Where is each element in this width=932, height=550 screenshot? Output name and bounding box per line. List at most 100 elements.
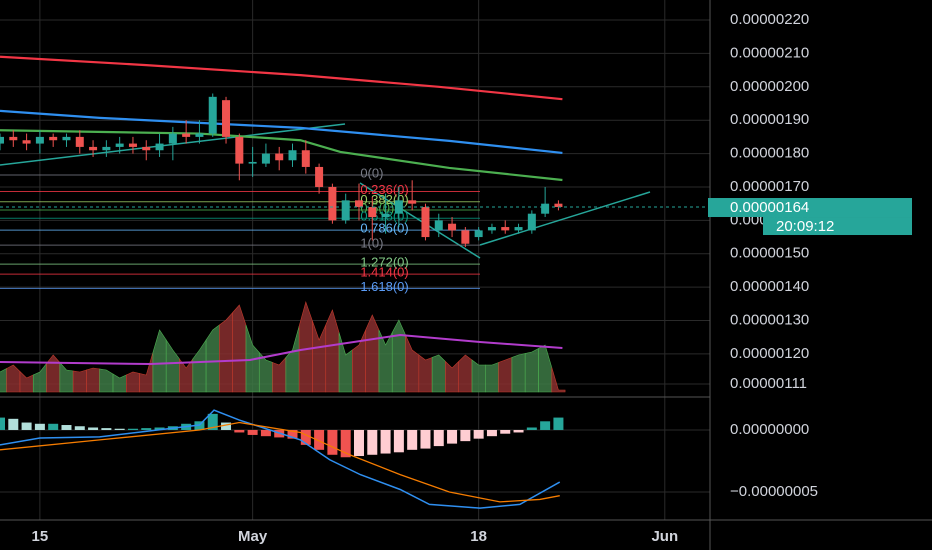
volume-area [19,370,34,393]
candle-body [434,220,443,231]
macd-bar [314,429,325,450]
macd-bar [353,429,364,457]
volume-area [192,339,207,393]
y-tick-label: 0.00000140 [730,278,809,295]
macd-bar [513,429,524,433]
volume-area [338,332,353,393]
macd-bar [447,429,458,444]
line-series [0,129,563,182]
candle-body [381,213,390,218]
line-series [0,409,561,509]
candle-body [354,200,363,208]
countdown-label: 20:09:12 [776,218,834,235]
candle-body [75,136,84,147]
candle-body [368,207,377,218]
volume-area [152,329,167,393]
macd-bar [88,427,99,430]
candle-body [208,96,217,134]
macd-bar [300,429,311,445]
volume-area [0,368,7,393]
fib-label: 0.786(0) [360,221,408,236]
volume-area [126,371,140,393]
volume-area [59,361,74,393]
candle-body [155,143,164,151]
macd-bar [380,429,391,454]
last-price-box [708,198,912,218]
x-tick-label: Jun [651,528,678,545]
line-series [0,109,563,155]
macd-bar [247,429,258,435]
volume-area [538,344,553,393]
candle-body [461,230,470,244]
y-tick-label: 0.00000130 [730,312,809,329]
macd-bar [48,423,59,430]
macd-bar [367,429,378,455]
volume-area [431,354,446,393]
macd-bar [407,429,418,450]
volume-area [551,367,566,393]
y-tick-label: 0.00000170 [730,178,809,195]
macd-bar [340,429,351,458]
macd-tick-label: 0.00000000 [730,421,809,438]
countdown-box [763,217,912,236]
candle-body [527,213,536,231]
volume-area [405,334,420,393]
volume-area [445,360,460,393]
candle-body [275,153,284,161]
candle-body [315,166,324,187]
volume-area [272,356,287,393]
candle-body [0,136,4,144]
volume-area [179,358,194,393]
x-tick-label: 18 [470,528,487,545]
macd-bar [0,417,5,430]
volume-area [365,314,380,393]
y-tick-label: 0.00000190 [730,111,809,128]
volume-area [219,311,233,393]
y-tick-label: 0.00000150 [730,245,809,262]
macd-bar [114,428,125,430]
volume-area [378,329,393,393]
line-series [0,421,560,503]
volume-area [511,353,526,393]
volume-area [484,362,499,393]
candle-body [62,136,71,141]
volume-area [99,368,114,393]
macd-bar [234,429,245,433]
macd-bar [393,429,404,453]
macd-bar [553,417,564,430]
candle-body [408,200,417,204]
candle-body [487,227,496,231]
candle-body [554,203,563,208]
macd-bar [327,429,338,455]
macd-bar [154,427,165,430]
macd-bar [287,429,298,439]
fib-label: 0.236(0) [360,182,408,197]
candle-body [168,133,177,144]
x-tick-label: 15 [32,528,49,545]
candle-body [89,146,98,151]
macd-bar [141,428,152,430]
macd-bar [8,418,19,430]
candle-body [128,143,137,147]
macd-bar [101,428,112,430]
candle-body [222,100,231,137]
candle-body [49,136,58,141]
fib-label: 1.272(0) [360,255,408,270]
candle-body [102,146,111,151]
volume-area [6,364,21,393]
macd-bar [473,429,484,439]
volume-area [352,329,366,393]
volume-area [205,324,220,393]
macd-bar [433,429,444,447]
volume-area [418,354,433,393]
fib-label: 1.618(0) [360,279,408,294]
fib-label: 0(0) [360,165,383,180]
volume-area [325,309,340,393]
macd-bar [486,429,497,437]
candle-body [541,203,550,214]
candle-body [474,230,483,238]
macd-bar [74,426,85,430]
y-tick-label: 0.00000180 [730,145,809,162]
volume-area [298,300,313,393]
